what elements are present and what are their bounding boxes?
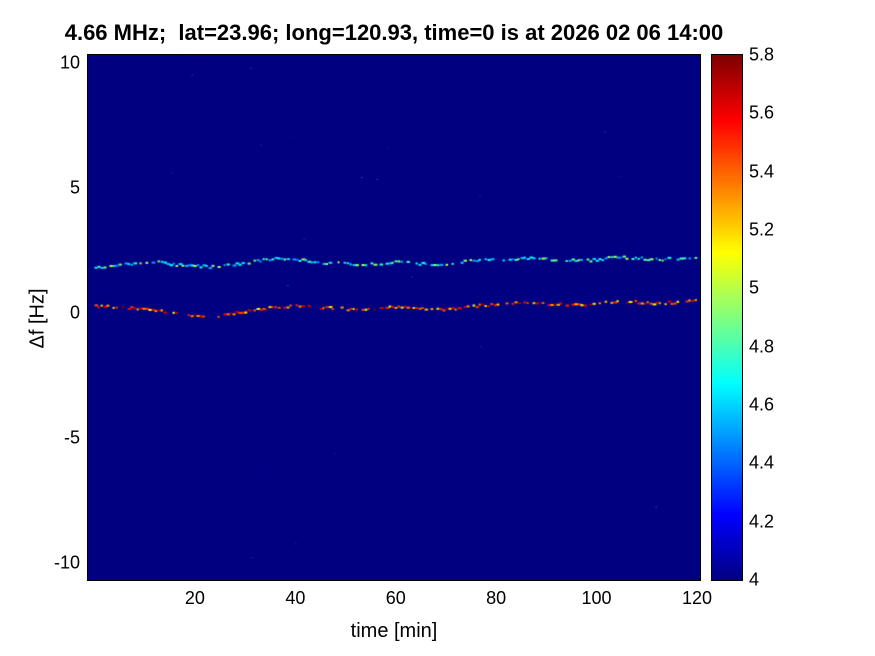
- y-tick-label: 0: [69, 302, 80, 322]
- x-tick-label: 60: [385, 588, 406, 608]
- colorbar-tick-label: 4.2: [749, 511, 775, 532]
- y-tick-label: -5: [63, 427, 80, 447]
- x-tick-label: 40: [285, 588, 306, 608]
- x-tick-label: 20: [184, 588, 205, 608]
- x-tick-label: 120: [681, 588, 713, 608]
- colorbar-tick-label: 4.4: [749, 452, 775, 473]
- colorbar-tick-label: 4.6: [749, 394, 775, 415]
- x-axis-label: time [min]: [350, 620, 438, 642]
- colorbar-tick-label: 5.2: [749, 219, 775, 240]
- y-tick-label: 10: [59, 52, 80, 72]
- y-axis-label: Δf [Hz]: [26, 288, 49, 349]
- colorbar-tick-label: 5.8: [749, 44, 775, 65]
- chart-title: 4.66 MHz; lat=23.96; long=120.93, time=0…: [64, 20, 724, 45]
- colorbar: [711, 54, 743, 581]
- colorbar-tick-label: 5: [749, 277, 760, 298]
- x-tick-label: 80: [486, 588, 507, 608]
- y-tick-label: -10: [53, 552, 80, 572]
- heatmap-plot: [87, 54, 701, 581]
- y-tick-label: 5: [69, 177, 80, 197]
- colorbar-tick-label: 5.4: [749, 161, 775, 182]
- x-tick-label: 100: [581, 588, 612, 608]
- colorbar-tick-label: 5.6: [749, 102, 775, 123]
- colorbar-tick-label: 4.8: [749, 336, 775, 357]
- colorbar-tick-label: 4: [749, 569, 760, 590]
